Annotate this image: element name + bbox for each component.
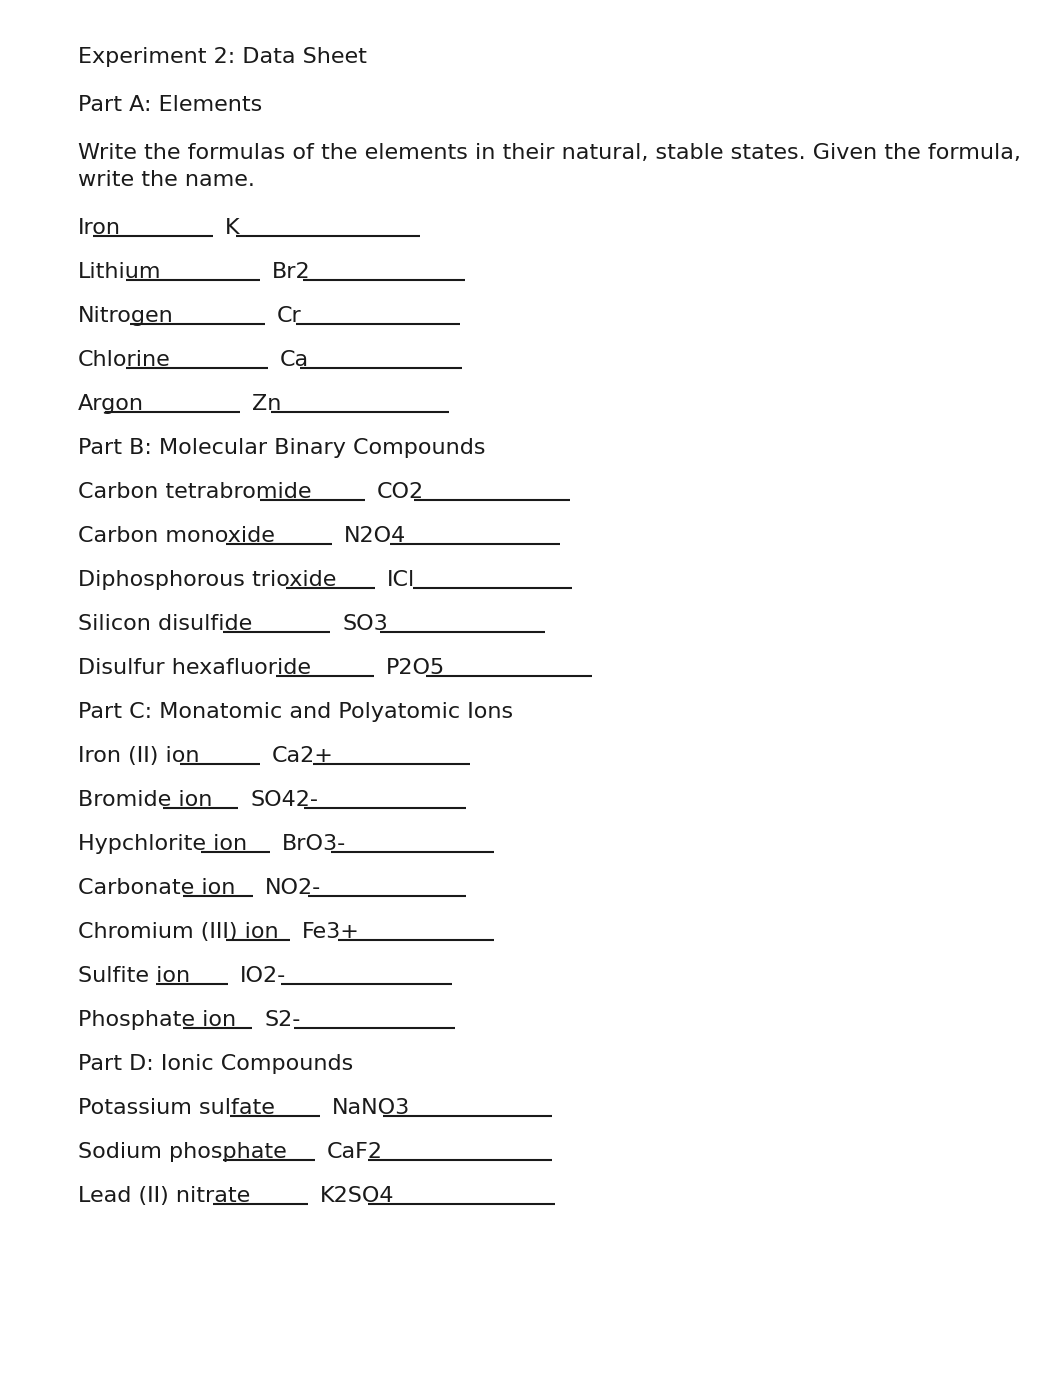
Text: ICl: ICl xyxy=(387,570,415,589)
Text: S2-: S2- xyxy=(264,1009,301,1030)
Text: P2O5: P2O5 xyxy=(386,658,445,677)
Text: Br2: Br2 xyxy=(272,262,310,282)
Text: Argon: Argon xyxy=(78,394,144,414)
Text: Iron (II) ion: Iron (II) ion xyxy=(78,746,200,766)
Text: Lithium: Lithium xyxy=(78,262,161,282)
Text: Experiment 2: Data Sheet: Experiment 2: Data Sheet xyxy=(78,47,366,67)
Text: Hypchlorite ion: Hypchlorite ion xyxy=(78,834,247,854)
Text: Nitrogen: Nitrogen xyxy=(78,306,174,326)
Text: Sulfite ion: Sulfite ion xyxy=(78,967,190,986)
Text: BrO3-: BrO3- xyxy=(282,834,346,854)
Text: CO2: CO2 xyxy=(377,482,424,503)
Text: Lead (II) nitrate: Lead (II) nitrate xyxy=(78,1186,251,1206)
Text: Part A: Elements: Part A: Elements xyxy=(78,95,262,116)
Text: SO3: SO3 xyxy=(342,614,388,633)
Text: SO42-: SO42- xyxy=(250,790,318,810)
Text: Ca2+: Ca2+ xyxy=(272,746,333,766)
Text: write the name.: write the name. xyxy=(78,169,255,190)
Text: Part C: Monatomic and Polyatomic Ions: Part C: Monatomic and Polyatomic Ions xyxy=(78,702,513,722)
Text: Part D: Ionic Compounds: Part D: Ionic Compounds xyxy=(78,1053,354,1074)
Text: Bromide ion: Bromide ion xyxy=(78,790,212,810)
Text: Diphosphorous trioxide: Diphosphorous trioxide xyxy=(78,570,337,589)
Text: IO2-: IO2- xyxy=(240,967,287,986)
Text: Carbon monoxide: Carbon monoxide xyxy=(78,526,275,547)
Text: Cr: Cr xyxy=(277,306,302,326)
Text: Silicon disulfide: Silicon disulfide xyxy=(78,614,253,633)
Text: NaNO3: NaNO3 xyxy=(332,1097,410,1118)
Text: N2O4: N2O4 xyxy=(344,526,407,547)
Text: Sodium phosphate: Sodium phosphate xyxy=(78,1142,287,1162)
Text: K: K xyxy=(225,218,240,238)
Text: Iron: Iron xyxy=(78,218,121,238)
Text: Part B: Molecular Binary Compounds: Part B: Molecular Binary Compounds xyxy=(78,438,485,459)
Text: Phosphate ion: Phosphate ion xyxy=(78,1009,236,1030)
Text: Potassium sulfate: Potassium sulfate xyxy=(78,1097,275,1118)
Text: NO2-: NO2- xyxy=(266,879,321,898)
Text: Carbonate ion: Carbonate ion xyxy=(78,879,236,898)
Text: Ca: Ca xyxy=(280,350,309,370)
Text: Fe3+: Fe3+ xyxy=(302,923,360,942)
Text: Chromium (III) ion: Chromium (III) ion xyxy=(78,923,278,942)
Text: Zn: Zn xyxy=(252,394,281,414)
Text: Chlorine: Chlorine xyxy=(78,350,171,370)
Text: Carbon tetrabromide: Carbon tetrabromide xyxy=(78,482,311,503)
Text: Write the formulas of the elements in their natural, stable states. Given the fo: Write the formulas of the elements in th… xyxy=(78,143,1021,162)
Text: CaF2: CaF2 xyxy=(327,1142,383,1162)
Text: K2SO4: K2SO4 xyxy=(320,1186,394,1206)
Text: Disulfur hexafluoride: Disulfur hexafluoride xyxy=(78,658,311,677)
